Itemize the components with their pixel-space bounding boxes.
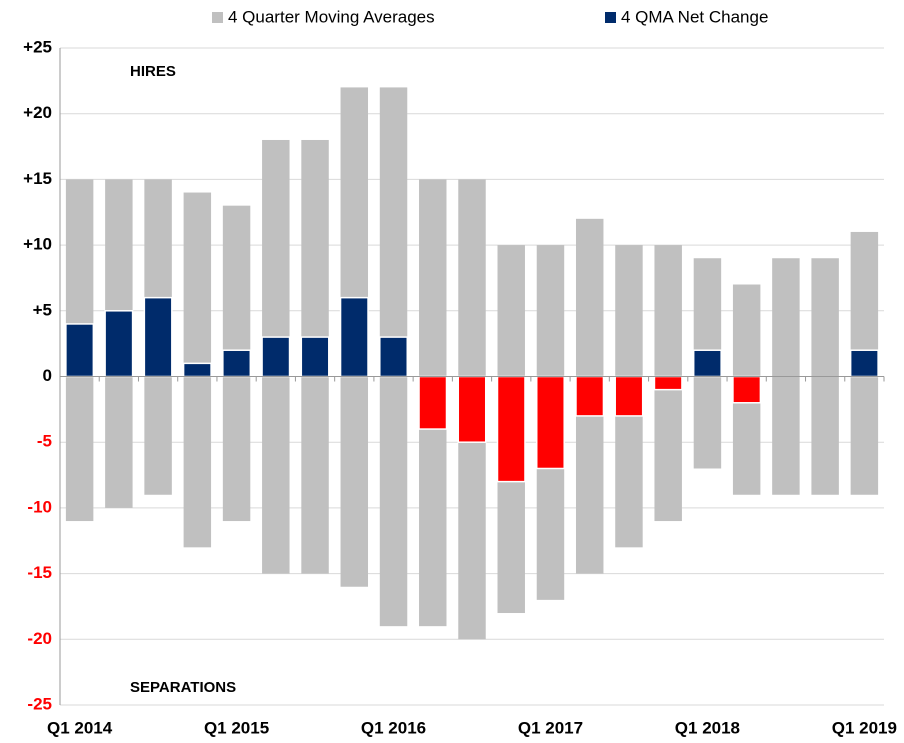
- separations-bar: [850, 376, 879, 495]
- x-tick-label: Q1 2017: [518, 718, 583, 737]
- net-change-bar: [300, 336, 330, 378]
- y-tick-label: +5: [33, 300, 52, 319]
- x-tick-label: Q1 2019: [832, 718, 897, 737]
- net-change-bar: [261, 336, 291, 378]
- annotation: HIRES: [130, 63, 176, 80]
- separations-bar: [65, 376, 94, 522]
- y-tick-label: -25: [27, 694, 52, 713]
- separations-bar: [183, 376, 212, 548]
- net-change-bar: [535, 375, 565, 470]
- net-change-bar: [104, 310, 134, 378]
- y-tick-label: +15: [23, 169, 52, 188]
- legend-swatch: [605, 12, 616, 23]
- y-tick-label: +20: [23, 103, 52, 122]
- separations-bar: [262, 376, 290, 574]
- hires-bar: [458, 179, 486, 377]
- hires-bar: [575, 218, 604, 377]
- hires-bar: [222, 205, 251, 377]
- net-change-bar: [143, 296, 173, 378]
- net-change-bar: [457, 375, 487, 443]
- annotation: SEPARATIONS: [130, 679, 236, 696]
- net-change-bar: [496, 375, 526, 483]
- separations-bar: [772, 376, 800, 495]
- separations-bar: [379, 376, 408, 627]
- hires-bar: [536, 245, 565, 377]
- y-tick-label: +10: [23, 235, 52, 254]
- net-change-bar: [732, 375, 762, 404]
- separations-bar: [340, 376, 369, 587]
- hires-bar: [732, 284, 761, 377]
- net-change-bar: [418, 375, 448, 430]
- legend-swatch: [212, 12, 223, 23]
- separations-bar: [144, 376, 172, 495]
- separations-bar: [301, 376, 329, 574]
- y-tick-label: -10: [27, 497, 52, 516]
- hires-bar: [811, 258, 839, 377]
- x-tick-label: Q1 2018: [675, 718, 740, 737]
- hires-bar: [615, 245, 643, 377]
- hires-bar: [497, 245, 525, 377]
- net-change-bar: [222, 349, 252, 378]
- net-change-bar: [339, 296, 369, 378]
- net-change-bar: [379, 336, 409, 378]
- x-tick-label: Q1 2016: [361, 718, 426, 737]
- separations-bar: [222, 376, 251, 522]
- y-tick-label: -20: [27, 629, 52, 648]
- separations-bar: [811, 376, 839, 495]
- x-tick-label: Q1 2014: [47, 718, 113, 737]
- y-tick-label: 0: [43, 366, 52, 385]
- hires-bar: [654, 245, 682, 377]
- y-tick-label: +25: [23, 37, 52, 56]
- x-tick-label: Q1 2015: [204, 718, 269, 737]
- net-change-bar: [65, 323, 95, 378]
- y-tick-label: -15: [27, 563, 52, 582]
- hires-bar: [379, 87, 408, 377]
- hires-bar: [419, 179, 447, 377]
- hires-bar: [183, 192, 212, 377]
- net-change-bar: [692, 349, 722, 378]
- net-change-bar: [614, 375, 644, 417]
- net-change-bar: [653, 375, 683, 391]
- legend-label: 4 Quarter Moving Averages: [228, 7, 435, 26]
- legend-label: 4 QMA Net Change: [621, 7, 768, 26]
- net-change-bar: [182, 362, 212, 378]
- y-tick-label: -5: [37, 432, 52, 451]
- hires-bar: [772, 258, 800, 377]
- net-change-bar: [575, 375, 605, 417]
- separations-bar: [654, 376, 682, 522]
- net-change-bar: [849, 349, 879, 378]
- separations-bar: [105, 376, 133, 508]
- separations-bar: [693, 376, 722, 469]
